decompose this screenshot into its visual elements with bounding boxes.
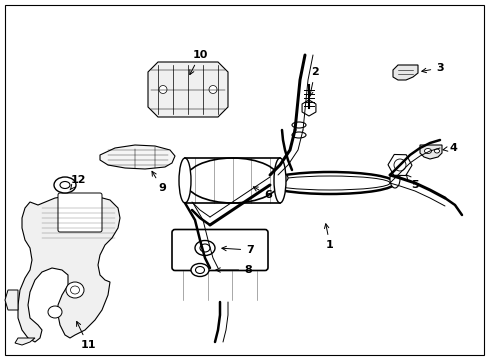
Ellipse shape <box>191 264 208 276</box>
Polygon shape <box>392 65 417 80</box>
Ellipse shape <box>184 158 280 203</box>
FancyBboxPatch shape <box>172 230 267 270</box>
Text: 9: 9 <box>152 171 165 193</box>
Text: 8: 8 <box>215 265 251 275</box>
Polygon shape <box>15 338 35 345</box>
Text: 5: 5 <box>406 175 418 190</box>
FancyBboxPatch shape <box>58 193 102 232</box>
Circle shape <box>159 85 167 94</box>
Text: 1: 1 <box>324 224 333 250</box>
Ellipse shape <box>60 181 70 189</box>
Ellipse shape <box>271 173 287 183</box>
Ellipse shape <box>195 240 215 256</box>
Ellipse shape <box>179 158 191 203</box>
Circle shape <box>393 159 405 171</box>
Ellipse shape <box>269 176 389 190</box>
Ellipse shape <box>389 170 399 188</box>
Ellipse shape <box>48 306 62 318</box>
Polygon shape <box>18 195 120 342</box>
Text: 2: 2 <box>308 67 318 96</box>
Circle shape <box>208 85 217 94</box>
Polygon shape <box>148 62 227 117</box>
Ellipse shape <box>434 149 439 153</box>
Text: 12: 12 <box>70 175 85 190</box>
Ellipse shape <box>291 122 305 128</box>
Polygon shape <box>100 145 175 169</box>
Text: 10: 10 <box>189 50 207 75</box>
Polygon shape <box>5 290 18 310</box>
Polygon shape <box>419 145 441 159</box>
Ellipse shape <box>70 286 80 294</box>
Text: 6: 6 <box>253 187 271 200</box>
Ellipse shape <box>195 266 204 274</box>
Text: 7: 7 <box>222 245 253 255</box>
Ellipse shape <box>273 158 285 203</box>
Ellipse shape <box>424 149 430 153</box>
Ellipse shape <box>54 177 76 193</box>
Ellipse shape <box>264 172 394 194</box>
Text: 11: 11 <box>77 321 96 350</box>
Ellipse shape <box>200 244 209 252</box>
Text: 4: 4 <box>442 143 456 153</box>
Ellipse shape <box>291 132 305 138</box>
Ellipse shape <box>66 282 84 298</box>
Text: 3: 3 <box>421 63 443 73</box>
